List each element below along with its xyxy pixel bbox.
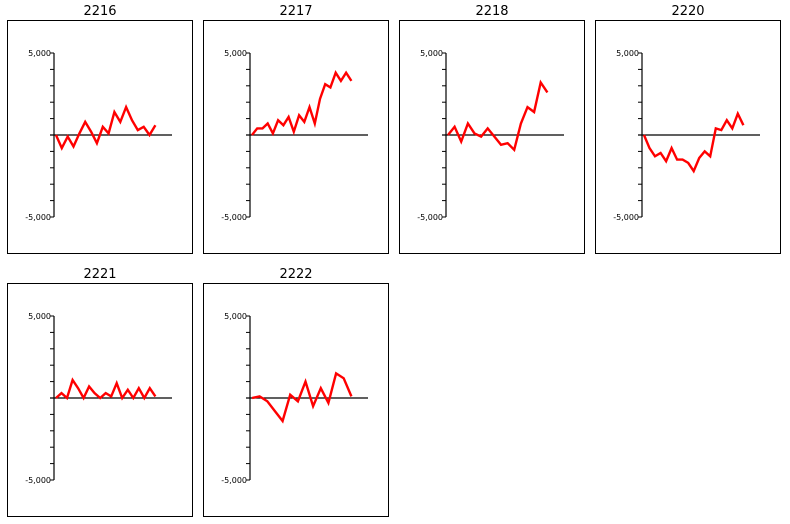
chart-panel-2216: 5,000 -5,000 [7, 20, 193, 254]
series-line [251, 69, 353, 137]
y-tick-label: -5,000 [221, 476, 247, 485]
panel-title: 2220 [671, 4, 705, 19]
y-tick-label: -5,000 [25, 476, 51, 485]
series-line [251, 371, 353, 424]
series-line [55, 377, 157, 401]
chart-panel-2217: 5,000 -5,000 [203, 20, 389, 254]
line-chart-svg: 5,000 -5,000 [221, 49, 368, 222]
panel-title: 2217 [279, 4, 313, 19]
y-tick-label: 5,000 [28, 49, 51, 58]
y-tick-label: -5,000 [417, 213, 443, 222]
panel-title: 2218 [475, 4, 509, 19]
y-tick-label: -5,000 [221, 213, 247, 222]
panel-title: 2221 [83, 267, 117, 282]
chart-panel-2221: 5,000 -5,000 [7, 283, 193, 517]
panel-title: 2222 [279, 267, 313, 282]
line-chart-svg: 5,000 -5,000 [25, 312, 172, 485]
line-chart-svg: 5,000 -5,000 [25, 49, 172, 222]
series-line [642, 110, 745, 174]
chart-panel-2220: 5,000 -5,000 [595, 20, 781, 254]
y-tick-label: 5,000 [28, 312, 51, 321]
series-line [54, 104, 157, 151]
line-chart-svg: 5,000 -5,000 [221, 312, 368, 485]
chart-panel-2222: 5,000 -5,000 [203, 283, 389, 517]
y-tick-label: -5,000 [25, 213, 51, 222]
line-chart-svg: 5,000 -5,000 [613, 49, 760, 222]
y-tick-label: 5,000 [224, 312, 247, 321]
y-tick-label: 5,000 [616, 49, 639, 58]
chart-panel-2218: 5,000 -5,000 [399, 20, 585, 254]
y-tick-label: -5,000 [613, 213, 639, 222]
y-tick-label: 5,000 [420, 49, 443, 58]
series-line [447, 79, 549, 153]
y-tick-label: 5,000 [224, 49, 247, 58]
panel-title: 2216 [83, 4, 117, 19]
line-chart-svg: 5,000 -5,000 [417, 49, 564, 222]
